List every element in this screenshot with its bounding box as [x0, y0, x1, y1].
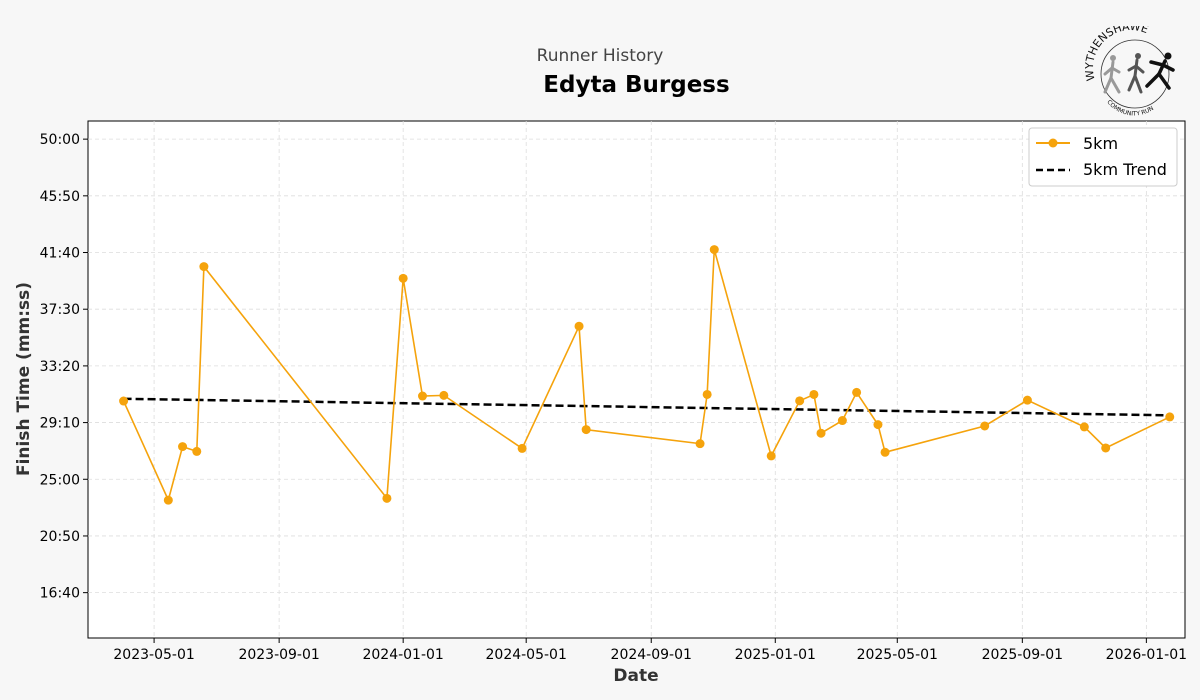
x-tick-label: 2024-01-01 — [362, 647, 443, 663]
data-point-5km — [880, 447, 890, 457]
data-point-5km — [766, 451, 776, 461]
data-point-5km — [517, 443, 527, 453]
data-point-5km — [852, 387, 862, 397]
x-tick-label: 2025-01-01 — [735, 647, 816, 663]
runner-icon-light — [1103, 55, 1121, 94]
data-point-5km — [816, 428, 826, 438]
data-point-5km — [581, 425, 591, 435]
chart-title: Edyta Burgess — [543, 72, 730, 98]
y-tick-label: 16:40 — [40, 586, 80, 602]
series-line-5km — [122, 249, 1171, 503]
y-tick-label: 20:50 — [40, 529, 80, 545]
data-point-5km — [873, 420, 883, 430]
data-point-5km — [398, 273, 408, 283]
data-point-5km — [695, 439, 705, 449]
x-tick-label: 2025-05-01 — [857, 647, 938, 663]
data-point-5km — [702, 389, 712, 399]
y-tick-label: 37:30 — [40, 302, 80, 318]
y-tick-label: 41:40 — [40, 246, 80, 262]
y-tick-label: 50:00 — [40, 132, 80, 148]
data-point-5km — [192, 446, 202, 456]
wythenshawe-logo: WYTHENSHAWE COMMUNITY RUN — [1085, 26, 1175, 118]
x-tick-label: 2024-09-01 — [611, 647, 692, 663]
grid-lines — [88, 121, 1185, 638]
data-point-5km — [1165, 412, 1175, 422]
data-point-5km — [709, 245, 719, 255]
runner-icon-mid — [1127, 53, 1145, 94]
data-point-5km — [119, 396, 129, 406]
data-point-5km — [199, 262, 209, 272]
series-layer — [119, 245, 1175, 505]
data-point-5km — [417, 391, 427, 401]
chart-subtitle: Runner History — [536, 46, 664, 66]
legend: 5km 5km Trend — [1028, 127, 1178, 187]
y-tick-label: 33:20 — [40, 359, 80, 375]
x-tick-label: 2026-01-01 — [1106, 647, 1187, 663]
x-axis-label: Date — [613, 666, 658, 686]
data-point-5km — [163, 495, 173, 505]
data-point-5km — [980, 421, 990, 431]
x-tick-label: 2024-05-01 — [486, 647, 567, 663]
plot-area — [87, 120, 1186, 639]
data-point-5km — [1101, 443, 1111, 453]
series-line-5km-trend — [123, 397, 1170, 417]
data-point-5km — [1022, 395, 1032, 405]
y-tick-label: 45:50 — [40, 189, 80, 205]
runner-icon-dark — [1145, 52, 1175, 90]
y-axis-label: Finish Time (mm:ss) — [14, 282, 34, 476]
legend-label-5km: 5km — [1083, 134, 1118, 153]
y-tick-label: 29:10 — [40, 416, 80, 432]
data-point-5km — [837, 416, 847, 426]
x-tick-label: 2023-05-01 — [113, 647, 194, 663]
x-tick-label: 2023-09-01 — [238, 647, 319, 663]
data-point-5km — [439, 390, 449, 400]
y-tick-label: 25:00 — [40, 472, 80, 488]
data-point-5km — [178, 442, 188, 452]
data-point-5km — [382, 493, 392, 503]
axis-ticks: 2023-05-01 2023-09-01 2024-01-01 2024-05-01… — [40, 132, 1187, 663]
data-point-5km — [1079, 422, 1089, 432]
data-point-5km — [795, 396, 805, 406]
legend-label-trend: 5km Trend — [1083, 160, 1167, 179]
data-point-5km — [574, 321, 584, 331]
legend-marker-5km — [1048, 138, 1058, 148]
x-tick-label: 2025-09-01 — [982, 647, 1063, 663]
data-point-5km — [809, 389, 819, 399]
